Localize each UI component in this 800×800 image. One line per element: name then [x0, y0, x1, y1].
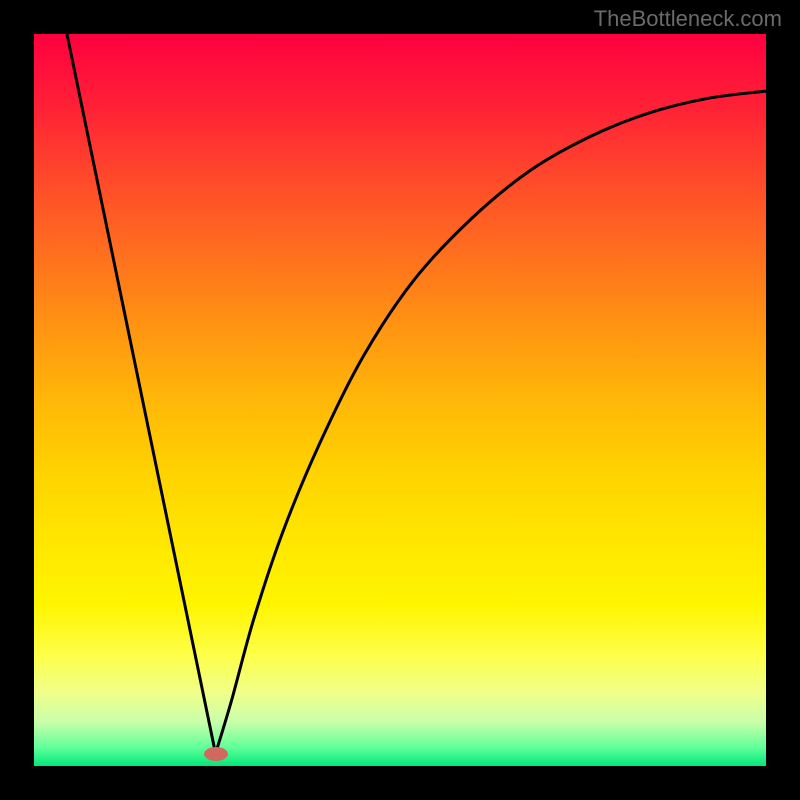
- bottleneck-curve: [34, 34, 766, 766]
- plot-area: [34, 34, 766, 766]
- minimum-marker: [204, 747, 228, 761]
- watermark-text: TheBottleneck.com: [594, 6, 782, 32]
